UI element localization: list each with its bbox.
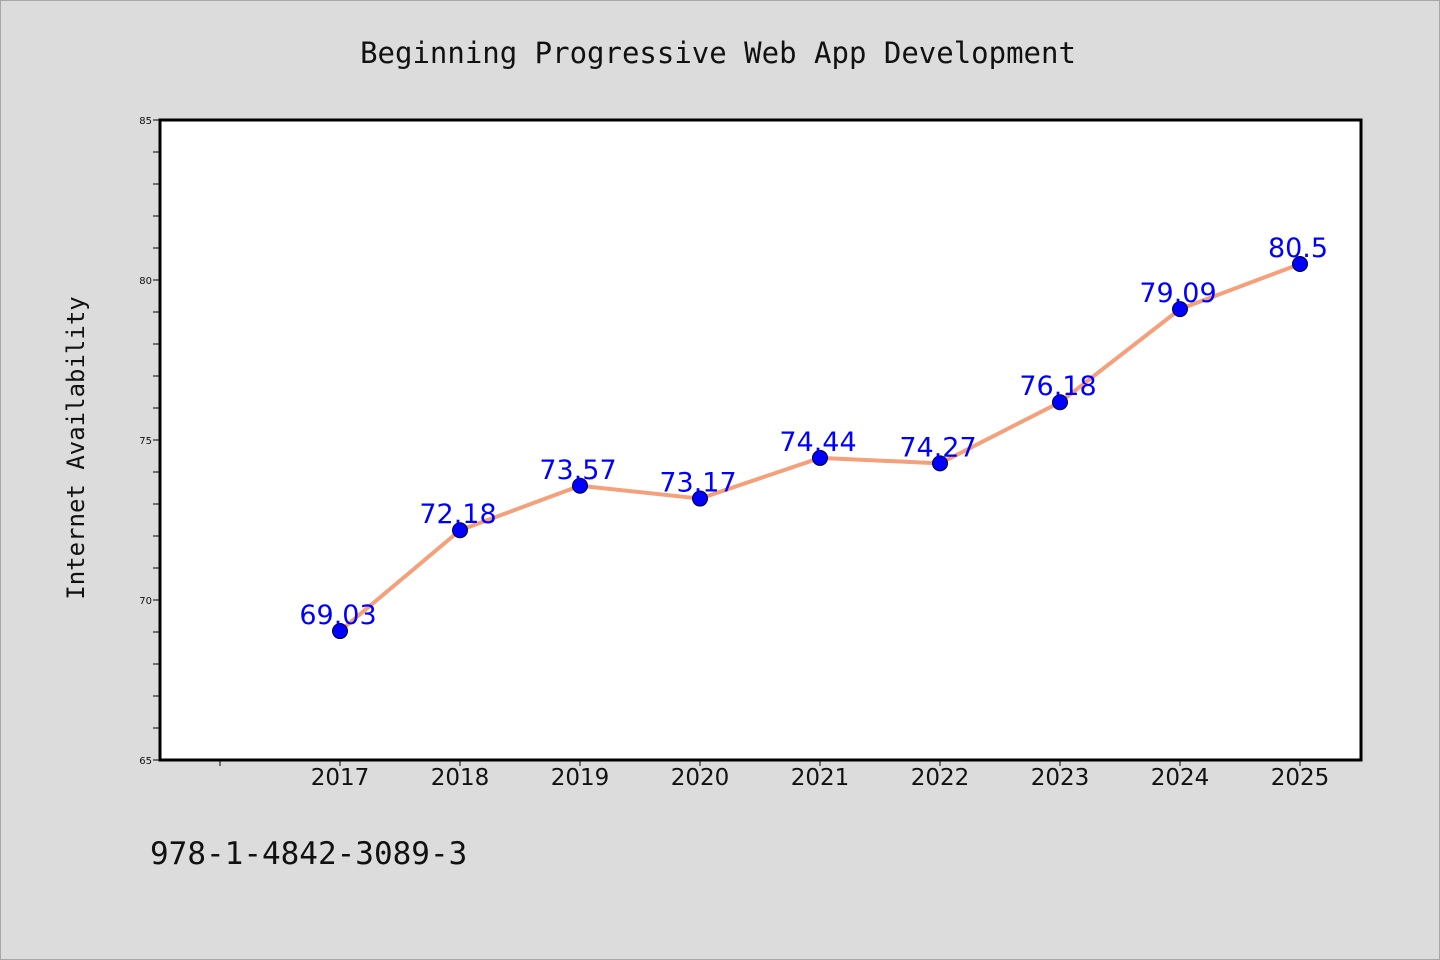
data-label: 73.57: [539, 455, 616, 486]
data-point: [1292, 256, 1308, 272]
data-label: 69.03: [299, 600, 376, 631]
data-point: [452, 522, 468, 539]
x-tick-label: 2020: [671, 765, 730, 791]
y-tick-label: 75: [139, 436, 152, 447]
data-point: [572, 477, 588, 494]
x-tick-label: 2023: [1031, 765, 1090, 791]
y-tick-label: 65: [139, 756, 152, 767]
data-point: [1052, 394, 1068, 411]
data-point: [332, 623, 348, 640]
plot-area: [158, 118, 1363, 762]
x-axis: 2017 2018 2019 2020 2021 2022 2023 2024 2025: [219, 760, 1330, 791]
data-point: [692, 490, 708, 507]
x-tick-label: 2025: [1271, 765, 1330, 791]
x-tick-label: 2024: [1151, 765, 1210, 791]
data-point: [812, 449, 828, 466]
data-point: [1172, 301, 1188, 318]
x-tick-label: 2017: [311, 765, 370, 791]
y-tick-label: 80: [139, 276, 152, 287]
data-label: 73.17: [659, 468, 736, 499]
x-tick-label: 2022: [911, 765, 970, 791]
data-point: [932, 455, 948, 472]
x-tick-label: 2018: [431, 765, 490, 791]
data-points: [332, 256, 1308, 640]
x-tick-label: 2021: [791, 765, 850, 791]
isbn-footer: 978-1-4842-3089-3: [150, 836, 467, 872]
data-label: 74.27: [899, 432, 976, 463]
y-axis-label: Internet Availability: [62, 296, 90, 599]
chart-title: Beginning Progressive Web App Developmen…: [360, 36, 1076, 70]
data-label: 72.18: [419, 499, 496, 530]
data-label: 80.5: [1268, 233, 1328, 264]
data-label: 79.09: [1139, 278, 1216, 309]
y-tick-label: 85: [139, 116, 152, 127]
data-label: 74.44: [779, 427, 856, 458]
y-tick-label: 70: [139, 596, 152, 607]
x-tick-label: 2019: [551, 765, 610, 791]
y-axis: 65 70 75 80 85: [139, 116, 160, 767]
data-labels: 69.03 72.18 73.57 73.17 74.44 74.27 76.18 79.09…: [299, 233, 1328, 631]
data-label: 76.18: [1019, 371, 1096, 402]
